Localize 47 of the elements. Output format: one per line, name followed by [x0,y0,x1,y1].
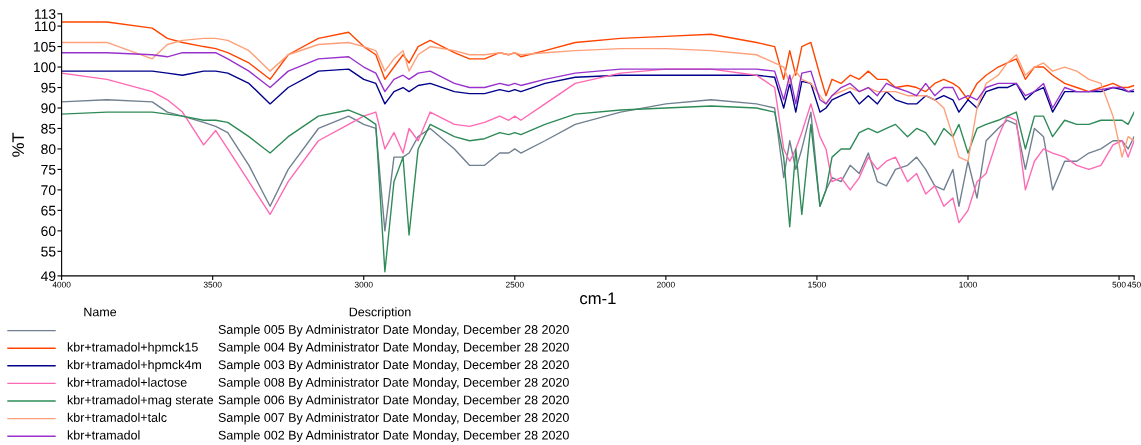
x-axis-title: cm-1 [580,292,616,305]
y-tick-label: 75 [41,164,56,175]
y-tick-label: 55 [41,246,56,257]
y-tick-label: 95 [41,82,56,93]
text: Sample 008 By Administrator Date Monday, December 28 2020 [218,377,569,390]
legend-label: kbr+tramadol+hpmck4m [67,359,201,372]
y-tick-label: 49 [40,271,56,282]
line-series [61,21,1135,101]
text: Sample 004 By Administrator Date Monday, December 28 2020 [218,342,569,355]
x-tick-label: 3500 [203,281,222,288]
x-tick-label: 2000 [657,281,675,288]
legend-title: Name [84,307,117,317]
x-tick-label: 4000 [52,281,71,288]
line-series [61,37,1135,162]
y-tick-label: 113 [34,9,56,19]
y-tick-label: 105 [33,41,56,52]
legend-label: kbr+tramadol+mag sterate [67,395,214,407]
y-tick-label: 65 [41,205,56,216]
text: Description [349,307,411,319]
line-series [61,68,1135,113]
text: Sample 003 By Administrator Date Monday, December 28 2020 [218,359,569,372]
legend-label: kbr+tramadol+lactose [67,377,187,387]
y-tick-label: 110 [34,21,56,32]
text: Sample 002 By Administrator Date Monday, December 28 2020 [218,430,569,443]
x-tick-label: 2500 [505,281,524,288]
y-tick-label: 90 [41,103,56,114]
y-tick-label: 60 [41,226,56,237]
line-series [61,52,1135,109]
x-tick-label: 1000 [959,281,977,288]
y-tick-label: 80 [41,144,56,155]
y-axis-title: %T [12,132,24,157]
legend-label: kbr+tramadol+hpmck15 [67,342,198,355]
y-tick-label: 85 [41,123,56,134]
x-tick-label: 1500 [808,281,826,288]
legend-label: kbr+tramadol [67,430,140,440]
line-series [61,68,1135,224]
text: Sample 006 By Administrator Date Monday, December 28 2020 [218,395,569,407]
y-tick-label: 100 [33,62,56,73]
line-series [61,99,1135,232]
y-tick-label: 70 [41,185,56,196]
text: Sample 005 By Administrator Date Monday, December 28 2020 [218,324,569,337]
text: Sample 007 By Administrator Date Monday, December 28 2020 [218,412,569,425]
line-series [61,105,1135,273]
legend-label: kbr+tramadol+talc [67,412,167,422]
x-tick-label: 500 [1112,281,1126,288]
x-tick-label: 3000 [354,281,373,288]
x-tick-label: 450 [1127,281,1141,288]
